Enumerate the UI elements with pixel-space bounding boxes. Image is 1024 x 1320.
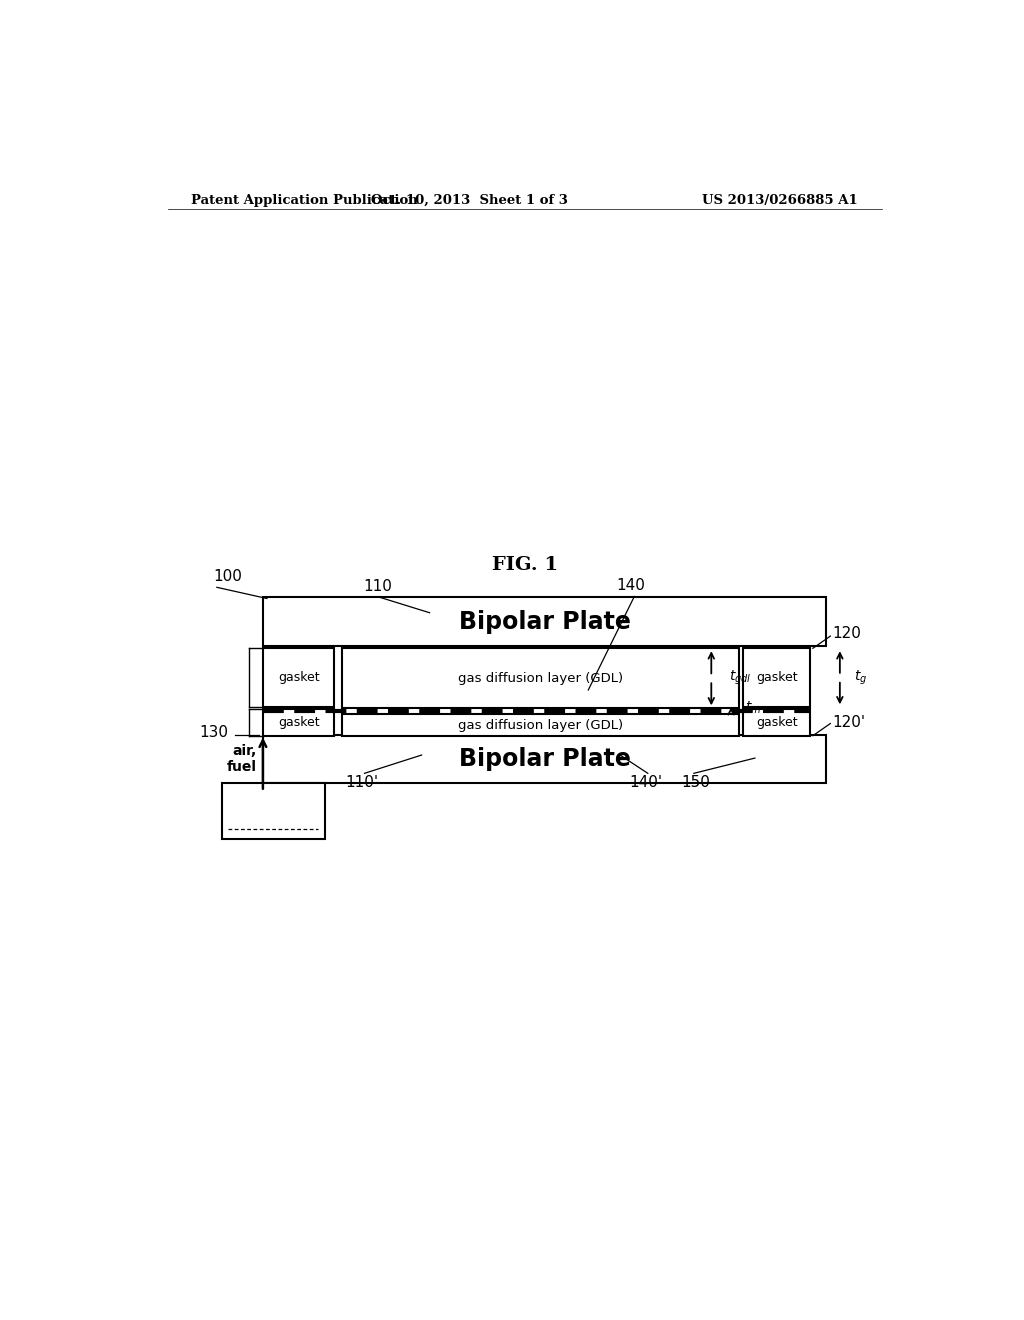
Text: gasket: gasket (756, 715, 798, 729)
Text: $t_g$: $t_g$ (854, 669, 867, 686)
Bar (221, 784, 325, 840)
Text: 120': 120' (831, 715, 865, 730)
Bar (342, 714, 739, 735)
Text: 130: 130 (200, 725, 228, 741)
Bar (263, 648, 334, 708)
Text: Patent Application Publication: Patent Application Publication (191, 194, 418, 207)
Text: 150: 150 (682, 775, 711, 791)
Text: gasket: gasket (278, 672, 319, 684)
Text: 100: 100 (214, 569, 243, 585)
Bar (743, 709, 811, 735)
Text: Bipolar Plate: Bipolar Plate (459, 747, 631, 771)
Text: gas diffusion layer (GDL): gas diffusion layer (GDL) (458, 672, 624, 685)
Text: Bipolar Plate: Bipolar Plate (459, 610, 631, 634)
Bar (263, 709, 334, 735)
Text: 140: 140 (616, 578, 645, 594)
Text: 120: 120 (831, 626, 861, 640)
Bar (743, 648, 811, 708)
Text: gasket: gasket (756, 672, 798, 684)
Text: 140': 140' (629, 775, 662, 791)
Text: gas diffusion layer (GDL): gas diffusion layer (GDL) (458, 718, 624, 731)
Text: Oct. 10, 2013  Sheet 1 of 3: Oct. 10, 2013 Sheet 1 of 3 (371, 194, 567, 207)
Text: 110': 110' (345, 775, 379, 791)
Bar (263, 735, 826, 784)
Text: 200: 200 (249, 797, 298, 821)
Bar (263, 598, 826, 647)
Text: $t_m$: $t_m$ (745, 700, 762, 717)
Bar (342, 648, 739, 709)
Text: US 2013/0266885 A1: US 2013/0266885 A1 (702, 194, 858, 207)
Text: 110: 110 (364, 579, 392, 594)
Text: gasket: gasket (278, 715, 319, 729)
Text: $t_{gdl}$: $t_{gdl}$ (729, 669, 752, 688)
Text: air,
fuel: air, fuel (226, 744, 257, 775)
Text: FIG. 1: FIG. 1 (492, 556, 558, 574)
